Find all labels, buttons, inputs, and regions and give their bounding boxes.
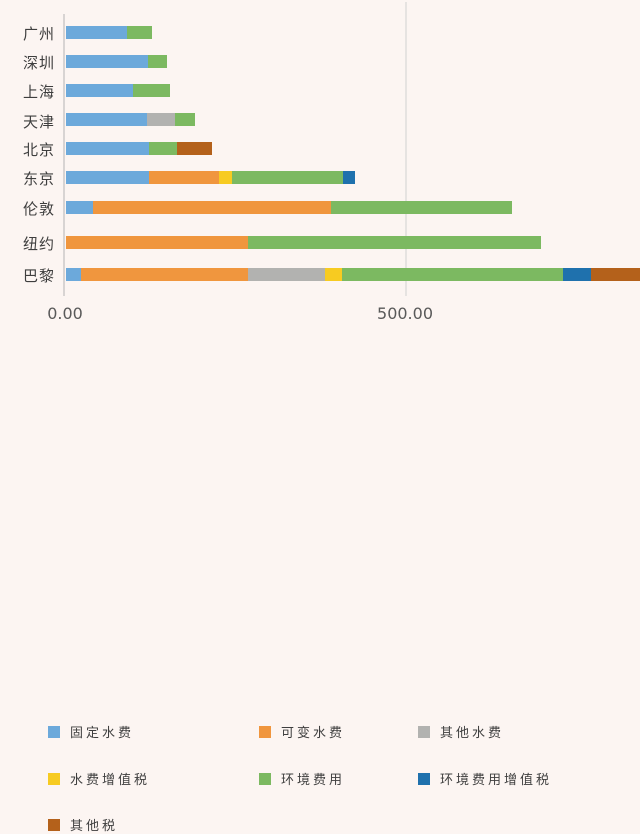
stacked-bar <box>66 141 212 155</box>
legend-label-other-tax: 其他税 <box>70 819 119 834</box>
legend: 固定水费 可变水费 其他水费 水费增值税 环境费用 环境费用增值税 其他税 <box>0 355 640 834</box>
legend-swatch-fixed-water-fee <box>48 725 60 738</box>
x-tick-label-0: 0.00 <box>47 304 83 323</box>
legend-item-variable-water-fee: 可变水费 <box>259 722 345 741</box>
legend-swatch-environment-fee <box>259 772 271 785</box>
bar-segment <box>66 170 149 184</box>
bar-segment <box>66 25 128 39</box>
bar-segment <box>342 267 564 281</box>
bar-segment <box>218 170 232 184</box>
legend-item-fixed-water-fee: 固定水费 <box>48 722 134 741</box>
legend-label-variable-water-fee: 可变水费 <box>281 726 346 741</box>
bar-segment <box>325 267 343 281</box>
legend-item-other-tax: 其他税 <box>48 815 118 834</box>
category-label: 巴黎 <box>22 267 55 285</box>
stacked-bar <box>66 25 153 39</box>
bar-segment <box>231 170 343 184</box>
legend-swatch-environment-fee-vat <box>418 772 430 785</box>
x-tick-label-500: 500.00 <box>377 304 433 323</box>
category-label: 东京 <box>22 170 55 188</box>
legend-label-water-fee-vat: 水费增值税 <box>70 773 151 788</box>
legend-label-environment-fee: 环境费用 <box>281 773 346 788</box>
category-label: 伦敦 <box>22 200 55 218</box>
bar-segment <box>146 113 175 126</box>
gridline-500 <box>405 2 407 296</box>
bar-segment <box>93 200 332 214</box>
bar-segment <box>66 141 149 155</box>
legend-swatch-other-tax <box>48 818 60 831</box>
plot-rows <box>66 0 640 300</box>
bar-segment <box>66 235 249 249</box>
stacked-bar <box>66 83 171 97</box>
bar-segment <box>66 267 81 281</box>
category-label: 上海 <box>22 83 55 101</box>
category-label: 广州 <box>22 25 55 43</box>
bar-segment <box>174 113 195 126</box>
category-label: 北京 <box>22 141 55 159</box>
legend-item-other-water-fee: 其他水费 <box>418 722 504 741</box>
stacked-bar <box>66 170 355 184</box>
bar-segment <box>590 267 640 281</box>
bar-segment <box>66 113 147 126</box>
stacked-bar <box>66 235 542 249</box>
bar-segment <box>176 141 212 155</box>
legend-swatch-water-fee-vat <box>48 772 60 785</box>
bar-segment <box>66 200 94 214</box>
category-label: 纽约 <box>22 235 55 253</box>
legend-label-environment-fee-vat: 环境费用增值税 <box>440 773 553 788</box>
bar-segment <box>331 200 513 214</box>
bar-segment <box>248 235 542 249</box>
bar-segment <box>148 170 219 184</box>
legend-item-water-fee-vat: 水费增值税 <box>48 769 150 788</box>
legend-label-other-water-fee: 其他水费 <box>440 726 505 741</box>
stacked-bar <box>66 267 640 281</box>
bar-segment <box>66 83 134 97</box>
stacked-bar <box>66 113 195 126</box>
bar-segment <box>127 25 153 39</box>
bar-segment <box>80 267 249 281</box>
bar-segment <box>342 170 355 184</box>
category-axis: 广州深圳上海天津北京东京伦敦纽约巴黎 <box>0 0 57 300</box>
bar-segment <box>148 141 177 155</box>
bar-segment <box>248 267 326 281</box>
legend-label-fixed-water-fee: 固定水费 <box>70 726 135 741</box>
legend-swatch-other-water-fee <box>418 725 430 738</box>
legend-item-environment-fee: 环境费用 <box>259 769 345 788</box>
bar-segment <box>148 54 168 68</box>
stacked-bar <box>66 54 168 68</box>
legend-swatch-variable-water-fee <box>259 725 271 738</box>
category-label: 深圳 <box>22 54 55 72</box>
stacked-bar <box>66 200 513 214</box>
bar-segment <box>66 54 149 68</box>
category-label: 天津 <box>22 112 55 131</box>
chart-area: 广州深圳上海天津北京东京伦敦纽约巴黎 0.00 500.00 <box>0 0 640 340</box>
bar-segment <box>563 267 591 281</box>
legend-item-environment-fee-vat: 环境费用增值税 <box>418 769 552 788</box>
bar-segment <box>133 83 171 97</box>
y-axis-line <box>63 14 65 296</box>
